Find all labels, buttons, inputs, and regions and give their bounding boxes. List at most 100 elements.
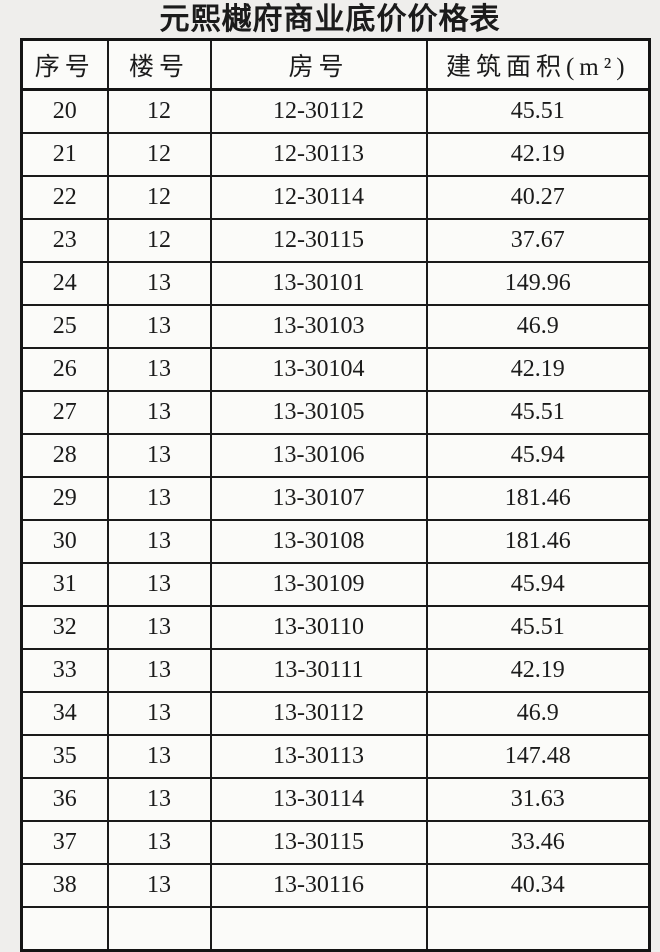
cell-room: 13-30109	[209, 562, 428, 607]
cell-area: 181.46	[425, 519, 651, 564]
page-title: 元熙樾府商业底价价格表	[159, 3, 501, 36]
cell-area: 40.27	[425, 175, 651, 220]
table-row: 23 12 12-30115 37.67	[20, 218, 651, 263]
cell-seq: 29	[20, 476, 109, 521]
page: { "page": { "title": "元熙樾府商业底价价格表" }, "t…	[20, 3, 651, 952]
cell-seq: 34	[20, 691, 109, 736]
cell-area: 40.34	[425, 863, 651, 908]
price-table: 序号 楼号 房号 建筑面积(m²) 20 12 12-30112 45.51 2…	[20, 38, 651, 952]
cell-seq: 24	[20, 261, 109, 306]
cell-seq: 38	[20, 863, 109, 908]
table-row: 26 13 13-30104 42.19	[20, 347, 651, 392]
cell-area: 147.48	[425, 734, 651, 779]
cell-seq: 32	[20, 605, 109, 650]
cell-building	[106, 906, 212, 952]
cell-seq: 25	[20, 304, 109, 349]
cell-area: 42.19	[425, 132, 651, 177]
table-row: 34 13 13-30112 46.9	[20, 691, 651, 736]
cell-area: 46.9	[425, 304, 651, 349]
cell-room: 12-30114	[209, 175, 428, 220]
cell-building: 13	[106, 820, 212, 865]
cell-seq: 27	[20, 390, 109, 435]
cell-area: 45.51	[425, 390, 651, 435]
cell-room: 13-30108	[209, 519, 428, 564]
table-row: 29 13 13-30107 181.46	[20, 476, 651, 521]
cell-room: 13-30103	[209, 304, 428, 349]
cell-seq: 23	[20, 218, 109, 263]
cell-area: 46.9	[425, 691, 651, 736]
cell-area: 45.51	[425, 88, 651, 134]
cell-room	[209, 906, 428, 952]
cell-building: 13	[106, 433, 212, 478]
cell-area: 42.19	[425, 347, 651, 392]
cell-building: 12	[106, 132, 212, 177]
header-row: 序号 楼号 房号 建筑面积(m²)	[20, 38, 651, 91]
cell-room: 13-30114	[209, 777, 428, 822]
cell-building: 13	[106, 562, 212, 607]
cell-room: 13-30113	[209, 734, 428, 779]
col-header-room: 房号	[209, 38, 428, 91]
cell-seq: 31	[20, 562, 109, 607]
cell-room: 13-30104	[209, 347, 428, 392]
table-row: 35 13 13-30113 147.48	[20, 734, 651, 779]
cell-area: 33.46	[425, 820, 651, 865]
cell-area: 37.67	[425, 218, 651, 263]
cell-room: 12-30112	[209, 88, 428, 134]
cell-building: 13	[106, 390, 212, 435]
col-header-area: 建筑面积(m²)	[425, 38, 651, 91]
cell-building: 13	[106, 734, 212, 779]
cell-room: 12-30115	[209, 218, 428, 263]
cell-seq: 22	[20, 175, 109, 220]
cell-building: 13	[106, 304, 212, 349]
cell-building: 13	[106, 691, 212, 736]
cell-area	[425, 906, 651, 952]
table-body: 20 12 12-30112 45.51 21 12 12-30113 42.1…	[20, 88, 651, 952]
cell-room: 12-30113	[209, 132, 428, 177]
cell-building: 12	[106, 218, 212, 263]
table-row: 25 13 13-30103 46.9	[20, 304, 651, 349]
table-row: 31 13 13-30109 45.94	[20, 562, 651, 607]
cell-room: 13-30111	[209, 648, 428, 693]
table-row: 30 13 13-30108 181.46	[20, 519, 651, 564]
cell-seq: 20	[20, 88, 109, 134]
table-row: 37 13 13-30115 33.46	[20, 820, 651, 865]
cell-seq	[20, 906, 109, 952]
cell-area: 31.63	[425, 777, 651, 822]
col-header-seq: 序号	[20, 38, 109, 91]
table-row: 24 13 13-30101 149.96	[20, 261, 651, 306]
table-row: 33 13 13-30111 42.19	[20, 648, 651, 693]
cell-room: 13-30107	[209, 476, 428, 521]
cell-seq: 35	[20, 734, 109, 779]
cell-seq: 26	[20, 347, 109, 392]
col-header-building: 楼号	[106, 38, 212, 91]
cell-seq: 37	[20, 820, 109, 865]
table-row: 21 12 12-30113 42.19	[20, 132, 651, 177]
cell-building: 13	[106, 261, 212, 306]
cell-area: 45.94	[425, 433, 651, 478]
table-row: 28 13 13-30106 45.94	[20, 433, 651, 478]
cell-building: 12	[106, 88, 212, 134]
cell-room: 13-30112	[209, 691, 428, 736]
cell-building: 13	[106, 519, 212, 564]
cell-seq: 30	[20, 519, 109, 564]
cell-area: 181.46	[425, 476, 651, 521]
table-row: 27 13 13-30105 45.51	[20, 390, 651, 435]
cell-room: 13-30101	[209, 261, 428, 306]
cell-building: 13	[106, 863, 212, 908]
table-row: 20 12 12-30112 45.51	[20, 88, 651, 134]
table-row: 22 12 12-30114 40.27	[20, 175, 651, 220]
cell-building: 13	[106, 648, 212, 693]
cell-area: 45.94	[425, 562, 651, 607]
table-header: 序号 楼号 房号 建筑面积(m²)	[20, 38, 651, 91]
cell-area: 42.19	[425, 648, 651, 693]
table-row: 32 13 13-30110 45.51	[20, 605, 651, 650]
cell-seq: 28	[20, 433, 109, 478]
cell-building: 13	[106, 777, 212, 822]
cell-building: 13	[106, 476, 212, 521]
cell-building: 13	[106, 347, 212, 392]
table-row-partial	[20, 906, 651, 952]
cell-seq: 33	[20, 648, 109, 693]
cell-seq: 36	[20, 777, 109, 822]
cell-room: 13-30116	[209, 863, 428, 908]
cell-seq: 21	[20, 132, 109, 177]
